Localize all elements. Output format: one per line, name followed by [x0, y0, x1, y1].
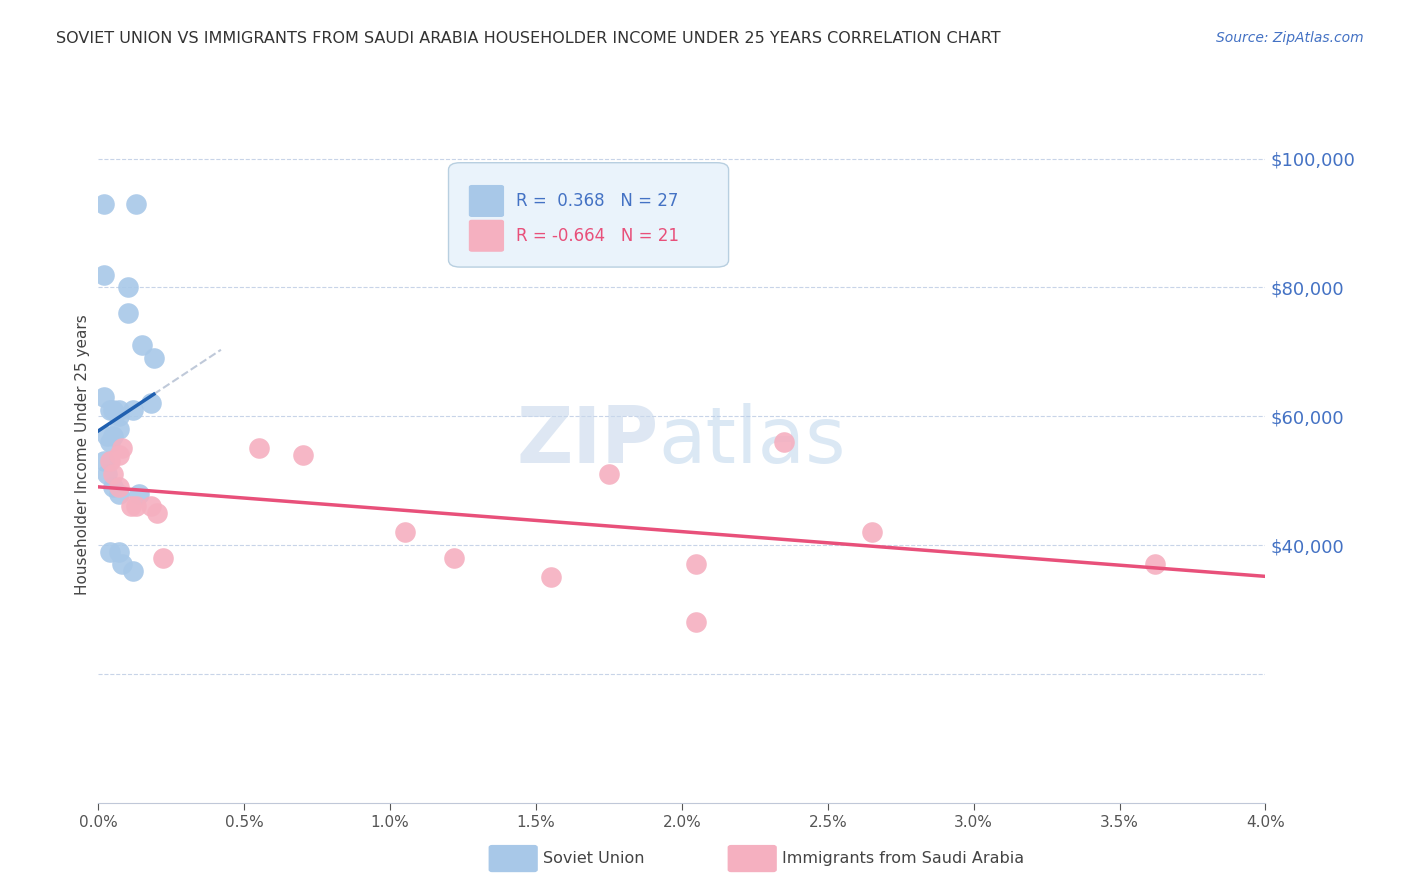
Point [120, 500, 142, 514]
Text: R =  0.368   N = 27: R = 0.368 N = 27 [516, 192, 679, 210]
Point [152, 551, 174, 566]
Point [108, 422, 131, 436]
Point [117, 280, 139, 294]
Text: Immigrants from Saudi Arabia: Immigrants from Saudi Arabia [782, 852, 1024, 866]
Text: ZIP: ZIP [516, 403, 658, 479]
Point [108, 486, 131, 500]
FancyBboxPatch shape [470, 186, 503, 216]
Point [98, 435, 121, 450]
Text: atlas: atlas [658, 403, 846, 479]
Point [125, 500, 148, 514]
Point [96, 467, 118, 482]
Y-axis label: Householder Income Under 25 years: Householder Income Under 25 years [75, 315, 90, 595]
Point [685, 615, 707, 630]
Point [540, 570, 562, 584]
Text: Source: ZipAtlas.com: Source: ZipAtlas.com [1216, 31, 1364, 45]
Point [139, 396, 162, 410]
Point [111, 442, 134, 456]
Point [773, 435, 796, 450]
Point [122, 564, 145, 578]
FancyBboxPatch shape [470, 220, 503, 251]
Point [291, 448, 314, 462]
Point [860, 525, 883, 540]
Point [96, 428, 118, 442]
Point [93, 268, 115, 282]
Text: SOVIET UNION VS IMMIGRANTS FROM SAUDI ARABIA HOUSEHOLDER INCOME UNDER 25 YEARS C: SOVIET UNION VS IMMIGRANTS FROM SAUDI AR… [56, 31, 1001, 46]
Point [101, 480, 124, 494]
Point [443, 551, 465, 566]
Point [101, 402, 124, 417]
Point [128, 486, 150, 500]
Point [685, 558, 707, 572]
Point [108, 480, 131, 494]
Point [247, 442, 270, 456]
Point [108, 402, 131, 417]
Text: Soviet Union: Soviet Union [543, 852, 644, 866]
Point [93, 454, 115, 468]
Point [111, 558, 134, 572]
Point [1143, 558, 1166, 572]
Point [117, 306, 139, 320]
Point [98, 544, 121, 558]
Point [98, 402, 121, 417]
Point [101, 467, 124, 482]
Point [101, 428, 124, 442]
Point [146, 506, 169, 520]
Point [142, 351, 165, 366]
Point [98, 454, 121, 468]
Point [139, 500, 162, 514]
Point [122, 402, 145, 417]
Point [394, 525, 416, 540]
Point [131, 338, 153, 352]
Point [93, 390, 115, 404]
Point [108, 448, 131, 462]
Point [108, 409, 131, 424]
Text: R = -0.664   N = 21: R = -0.664 N = 21 [516, 227, 679, 244]
Point [125, 196, 148, 211]
Point [598, 467, 620, 482]
Point [93, 196, 115, 211]
FancyBboxPatch shape [449, 162, 728, 267]
Point [108, 544, 131, 558]
